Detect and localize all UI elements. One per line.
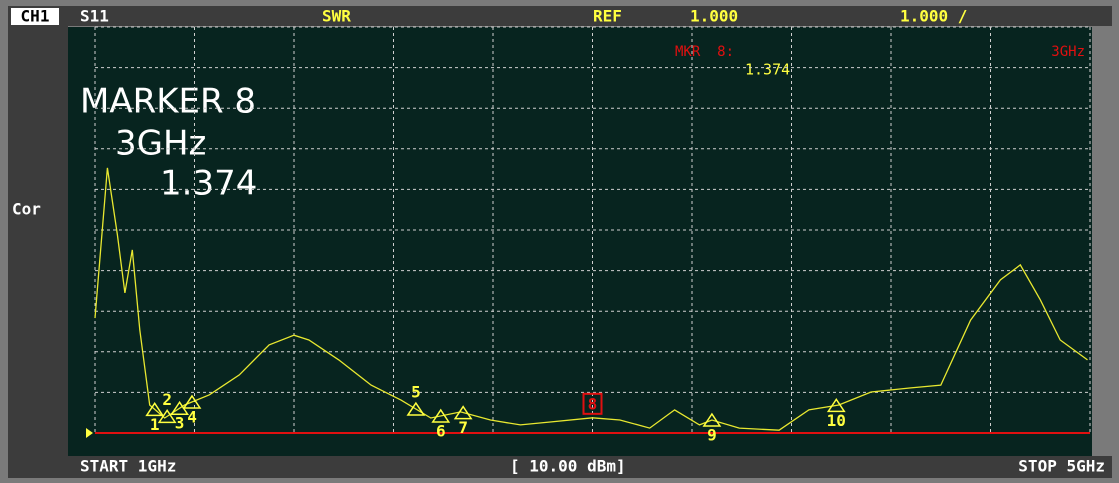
- format: SWR: [322, 7, 351, 26]
- marker-label: 5: [411, 383, 421, 402]
- marker-label: 4: [187, 407, 197, 426]
- side-label: Cor: [12, 200, 41, 219]
- marker-label: 6: [436, 421, 446, 440]
- stop: STOP 5GHz: [1018, 457, 1105, 476]
- marker-value: 1.374: [160, 164, 257, 204]
- marker-label: 2: [162, 390, 172, 409]
- marker-label: 7: [458, 418, 468, 437]
- ref-label: REF: [593, 7, 622, 26]
- marker: [431, 408, 451, 423]
- marker: [157, 409, 177, 424]
- marker: [826, 398, 846, 413]
- trace: [94, 167, 1088, 431]
- channel: CH1: [21, 7, 50, 26]
- power: [ 10.00 dBm]: [510, 457, 626, 476]
- marker: [145, 401, 165, 417]
- ref-pointer: [86, 428, 93, 438]
- marker-freq: 3GHz: [115, 124, 206, 164]
- marker-title: MARKER 8: [80, 82, 256, 122]
- marker: [453, 405, 473, 420]
- marker-top-value: 1.374: [745, 61, 790, 79]
- bottom-bar: [8, 456, 1112, 478]
- marker-top-label: MKR 8:: [675, 44, 734, 60]
- marker-label: 3: [175, 414, 185, 433]
- side-bar: [8, 26, 68, 456]
- marker-label: 9: [707, 426, 717, 445]
- marker: [702, 412, 722, 427]
- marker-label: 10: [827, 411, 846, 430]
- plot-area: [68, 27, 1092, 456]
- active-marker-box: [582, 392, 603, 415]
- channel-box: [11, 8, 59, 25]
- parameter: S11: [80, 7, 109, 26]
- start: START 1GHz: [80, 457, 176, 476]
- marker-label: 8: [588, 394, 598, 413]
- top-bar: [8, 6, 1112, 26]
- ref-value: 1.000: [690, 7, 738, 26]
- marker-label: 1: [150, 415, 160, 434]
- marker: [182, 394, 202, 409]
- scale: 1.000 /: [900, 7, 967, 26]
- marker-top-freq: 3GHz: [1051, 44, 1085, 60]
- marker: [406, 401, 426, 416]
